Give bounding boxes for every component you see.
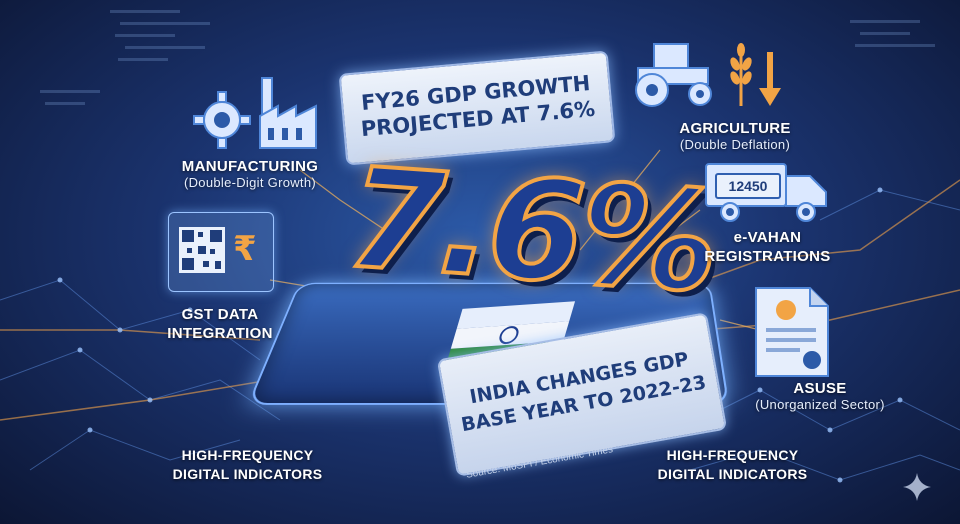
gst-label: GST DATA INTEGRATION bbox=[165, 305, 275, 343]
gear-icon bbox=[190, 88, 254, 152]
hf-left-label: HIGH-FREQUENCY DIGITAL INDICATORS bbox=[160, 446, 335, 484]
hf-left-line-2: DIGITAL INDICATORS bbox=[173, 466, 323, 482]
hf-left-line-1: HIGH-FREQUENCY bbox=[182, 447, 314, 463]
hf-right-line-1: HIGH-FREQUENCY bbox=[667, 447, 799, 463]
hf-right-line-2: DIGITAL INDICATORS bbox=[658, 466, 808, 482]
license-plate: 12450 bbox=[715, 173, 781, 199]
manufacturing-label: MANUFACTURING (Double-Digit Growth) bbox=[165, 158, 335, 190]
agriculture-title: AGRICULTURE bbox=[679, 120, 790, 137]
gst-icon-panel: ₹ bbox=[168, 212, 274, 292]
manufacturing-title: MANUFACTURING bbox=[182, 158, 318, 175]
manufacturing-subtitle: (Double-Digit Growth) bbox=[165, 175, 335, 190]
asuse-title: ASUSE bbox=[793, 380, 846, 397]
down-arrow-icon bbox=[758, 50, 782, 108]
hf-right-label: HIGH-FREQUENCY DIGITAL INDICATORS bbox=[645, 446, 820, 484]
gst-line-1: GST DATA bbox=[182, 306, 259, 323]
rupee-icon: ₹ bbox=[233, 229, 257, 269]
agriculture-subtitle: (Double Deflation) bbox=[655, 137, 815, 152]
asuse-subtitle: (Unorganized Sector) bbox=[745, 397, 895, 412]
factory-icon bbox=[256, 72, 322, 152]
tractor-icon bbox=[628, 40, 720, 108]
growth-figure: 7.6% bbox=[343, 137, 720, 323]
agriculture-label: AGRICULTURE (Double Deflation) bbox=[655, 120, 815, 152]
asuse-label: ASUSE (Unorganized Sector) bbox=[745, 380, 895, 412]
evahan-label: e-VAHAN REGISTRATIONS bbox=[695, 228, 840, 266]
document-icon bbox=[752, 284, 832, 380]
sparkle-icon bbox=[902, 472, 932, 502]
wheat-icon bbox=[728, 42, 754, 108]
gst-line-2: INTEGRATION bbox=[167, 325, 273, 342]
qr-code-icon bbox=[179, 227, 225, 273]
evahan-line-2: REGISTRATIONS bbox=[704, 248, 830, 265]
evahan-line-1: e-VAHAN bbox=[734, 229, 802, 246]
